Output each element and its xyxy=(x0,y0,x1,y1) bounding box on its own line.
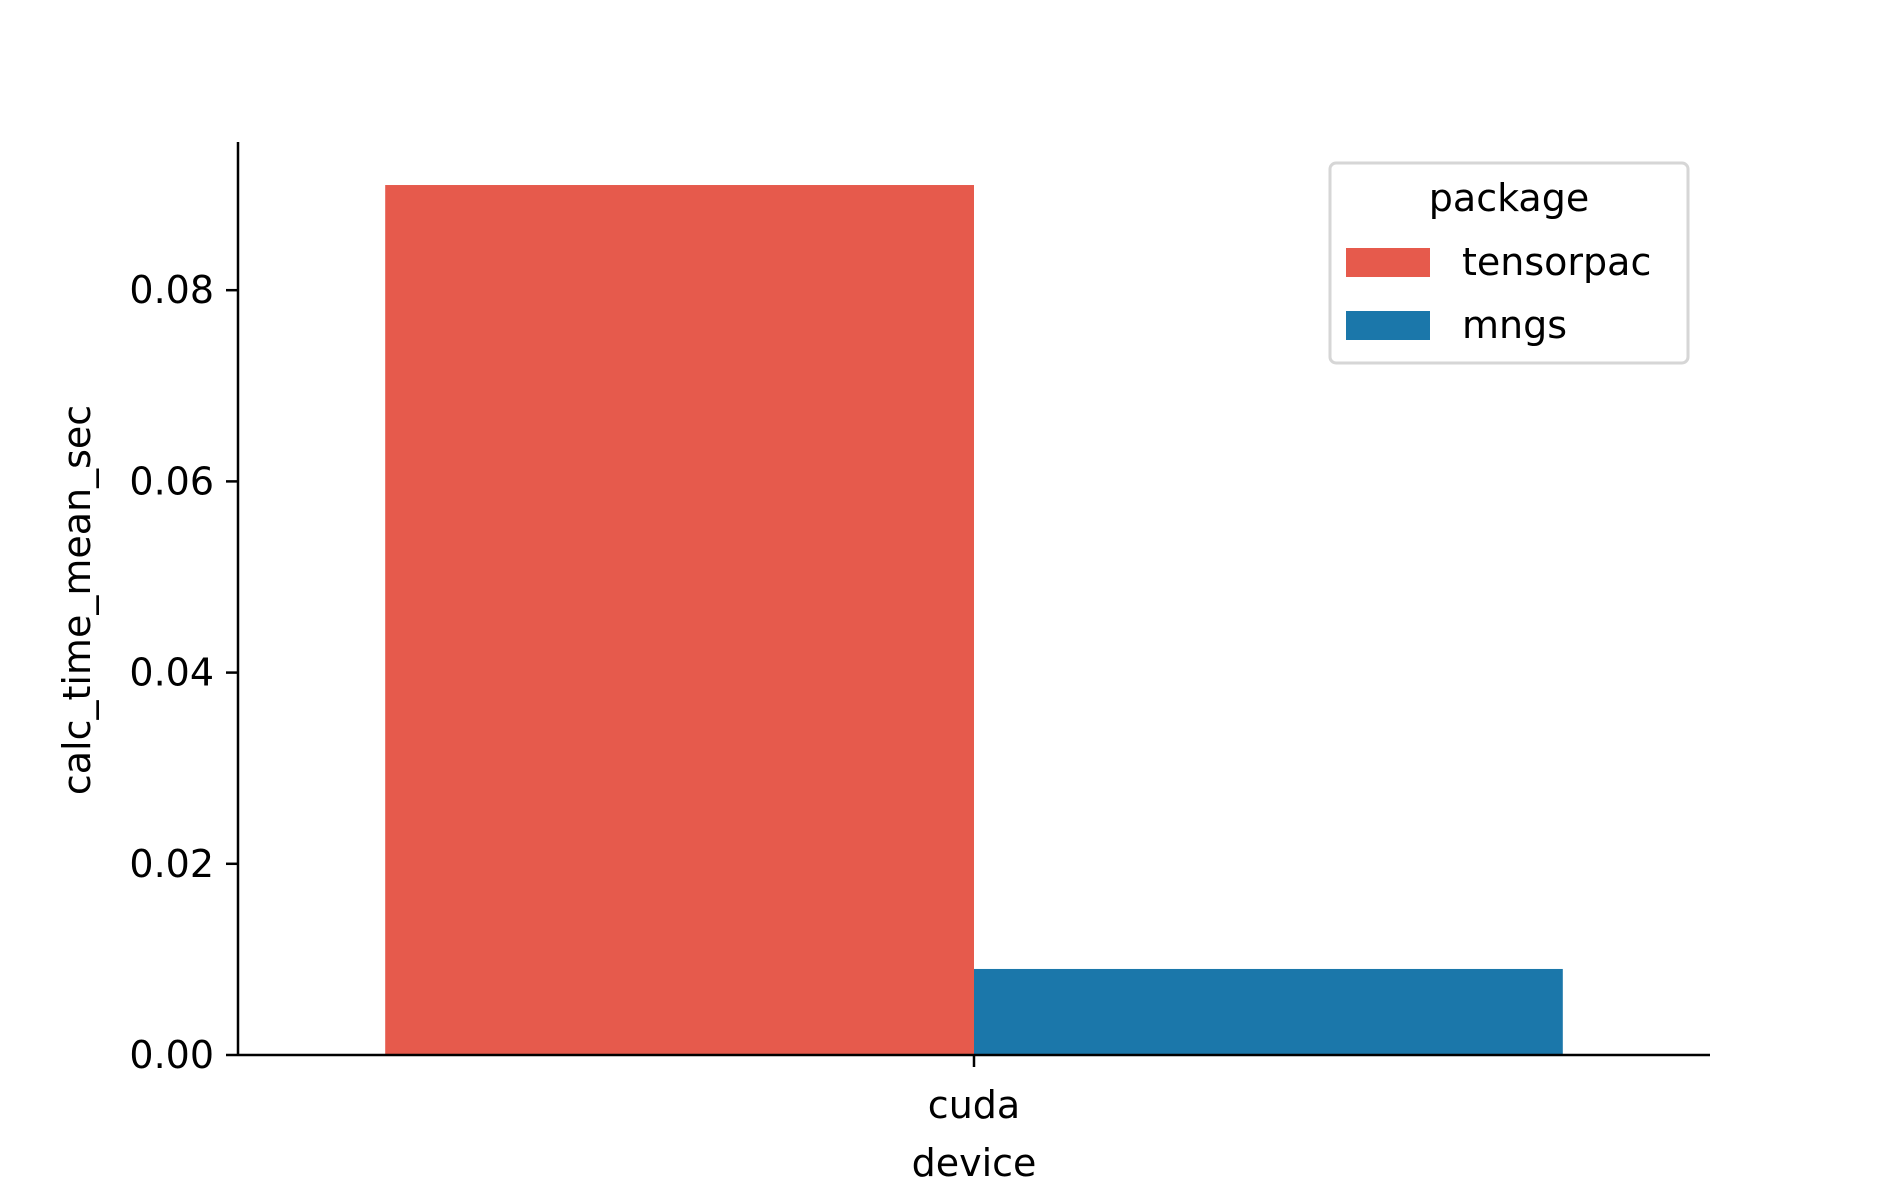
y-tick-label: 0.00 xyxy=(129,1033,214,1077)
y-tick-label: 0.04 xyxy=(129,651,214,695)
y-tick-label: 0.08 xyxy=(129,268,214,312)
bar-mngs-cuda xyxy=(974,968,1563,1055)
legend-label-tensorpac: tensorpac xyxy=(1462,240,1651,284)
legend-items: tensorpac mngs xyxy=(1346,240,1651,347)
y-axis-title: calc_time_mean_sec xyxy=(55,405,99,795)
x-tick-label: cuda xyxy=(928,1083,1020,1127)
legend-swatch-tensorpac xyxy=(1346,248,1430,277)
y-tick-label: 0.06 xyxy=(129,459,214,503)
y-ticks: 0.00 0.02 0.04 0.06 0.08 xyxy=(129,268,238,1077)
legend-swatch-mngs xyxy=(1346,311,1430,340)
legend-label-mngs: mngs xyxy=(1462,303,1567,347)
legend: package tensorpac mngs xyxy=(1328,161,1690,365)
x-axis-title: device xyxy=(912,1141,1037,1181)
y-tick-label: 0.02 xyxy=(129,842,214,886)
legend-title: package xyxy=(1429,176,1589,220)
bars-group xyxy=(385,185,1563,1055)
bar-tensorpac-cuda xyxy=(385,185,974,1055)
x-ticks: cuda xyxy=(928,1055,1020,1127)
